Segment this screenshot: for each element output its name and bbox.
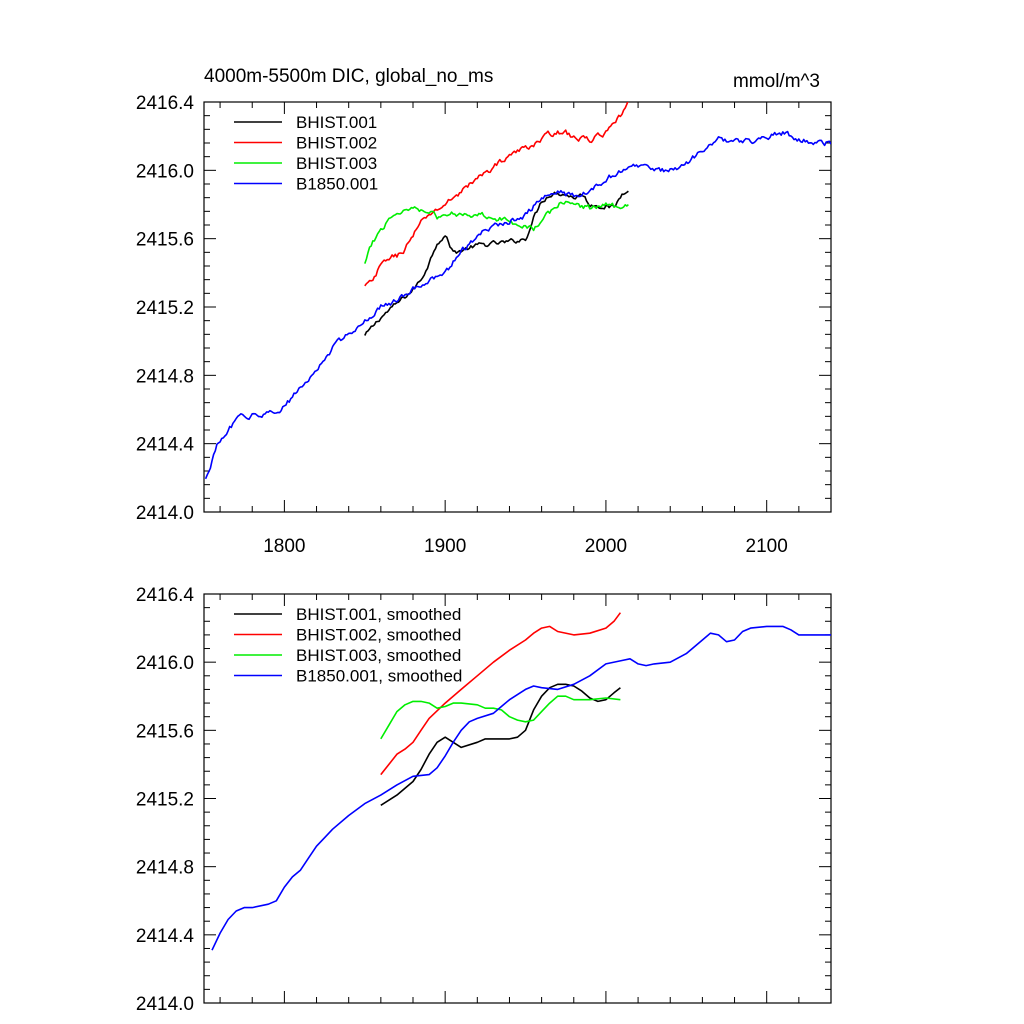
- x-tick-label: 2000: [585, 536, 627, 557]
- bottom-panel: 2414.0 2414.4 2414.8 2415.2 2415.6 2416.0 2416…: [136, 585, 832, 1015]
- series-line-b1850-001: [204, 130, 831, 480]
- legend-label: BHIST.003: [296, 154, 377, 173]
- series-line-bhist-003: [364, 200, 629, 264]
- y-tick-label: 2415.2: [136, 298, 194, 319]
- y-tick-label: 2416.0: [136, 653, 194, 674]
- y-tick-label: 2414.0: [136, 503, 194, 524]
- y-tick-label: 2415.6: [136, 721, 194, 742]
- legend-label: B1850.001: [296, 175, 378, 194]
- x-tick-label: 1900: [424, 536, 466, 557]
- y-tick-label: 2416.4: [136, 585, 195, 606]
- y-tick-label: 2414.4: [136, 435, 195, 456]
- title-left: 4000m-5500m DIC, global_no_ms: [204, 66, 493, 87]
- series-line-bhist-002-smoothed: [380, 612, 622, 776]
- y-tick-label: 2414.4: [136, 926, 195, 947]
- series-line-b1850-001-smoothed: [211, 625, 831, 951]
- x-tick-label: 2100: [746, 536, 788, 557]
- y-tick-label: 2415.6: [136, 230, 194, 251]
- series-line-bhist-001-smoothed: [380, 683, 621, 806]
- y-tick-label: 2414.8: [136, 858, 194, 879]
- legend-label: BHIST.002, smoothed: [296, 626, 461, 645]
- title-right: mmol/m^3: [733, 71, 820, 92]
- legend-label: BHIST.003, smoothed: [296, 646, 461, 665]
- series-line-bhist-003-smoothed: [380, 695, 621, 740]
- y-tick-label: 2416.4: [136, 93, 195, 114]
- legend-label: BHIST.002: [296, 134, 377, 153]
- y-tick-label: 2414.0: [136, 994, 194, 1015]
- legend-label: BHIST.001: [296, 113, 377, 132]
- legend-label: BHIST.001, smoothed: [296, 605, 461, 624]
- y-tick-label: 2416.0: [136, 161, 194, 182]
- series-line-bhist-001: [364, 190, 629, 336]
- x-tick-label: 1800: [263, 536, 305, 557]
- y-tick-label: 2414.8: [136, 366, 194, 387]
- y-tick-label: 2415.2: [136, 790, 194, 811]
- top-panel: 2414.0 2414.4 2414.8 2415.2 2415.6 2416.0 2416…: [136, 93, 832, 557]
- legend-label: B1850.001, smoothed: [296, 667, 462, 686]
- series-line-bhist-002: [364, 102, 629, 287]
